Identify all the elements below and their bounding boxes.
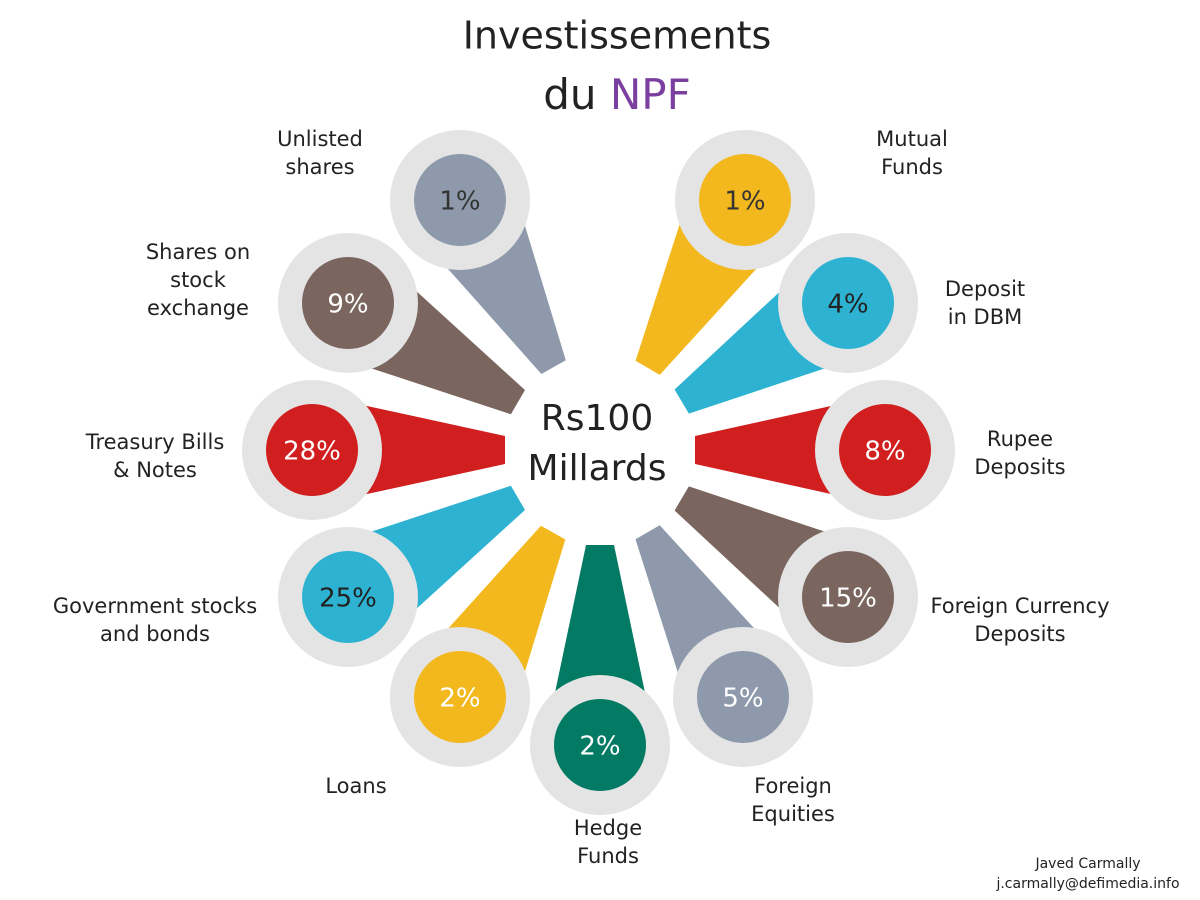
- node: [802, 257, 894, 349]
- category-label: Treasury Bills: [85, 430, 225, 454]
- category-label: Government stocks: [53, 594, 257, 618]
- category-label: exchange: [147, 296, 249, 320]
- category-label: Loans: [325, 774, 386, 798]
- category-label: Deposit: [945, 277, 1025, 301]
- node: [302, 257, 394, 349]
- value-label: 5%: [722, 684, 763, 714]
- node: [802, 551, 894, 643]
- node: [266, 404, 358, 496]
- title-line2: du NPF: [543, 70, 691, 119]
- category-label: & Notes: [113, 458, 197, 482]
- category-label: Shares on: [146, 240, 250, 264]
- value-label: 2%: [579, 732, 620, 762]
- value-label: 15%: [819, 584, 877, 614]
- category-label: stock: [170, 268, 227, 292]
- category-label: Deposits: [974, 455, 1065, 479]
- category-label: in DBM: [948, 305, 1023, 329]
- category-label: Foreign Currency: [930, 594, 1109, 618]
- category-label: Hedge: [574, 816, 642, 840]
- category-label: Funds: [577, 844, 639, 868]
- credit: Javed Carmally: [1034, 856, 1140, 872]
- category-label: Unlisted: [277, 127, 363, 151]
- value-label: 1%: [439, 187, 480, 217]
- category-label: Funds: [881, 155, 943, 179]
- value-label: 9%: [327, 290, 368, 320]
- node: [414, 154, 506, 246]
- node: [554, 699, 646, 791]
- value-label: 8%: [864, 437, 905, 467]
- value-label: 25%: [319, 584, 377, 614]
- category-label: Foreign: [754, 774, 832, 798]
- value-label: 2%: [439, 684, 480, 714]
- credit: j.carmally@defimedia.info: [995, 876, 1179, 892]
- title-line1: Investissements: [463, 14, 772, 58]
- value-label: 28%: [283, 437, 341, 467]
- node: [697, 651, 789, 743]
- nodes: 1% Unlisted shares 1% Mutual Funds 4% Deposit in…: [53, 127, 1110, 868]
- value-label: 1%: [724, 187, 765, 217]
- node: [414, 651, 506, 743]
- node: [302, 551, 394, 643]
- category-label: Equities: [751, 802, 835, 826]
- value-label: 4%: [827, 290, 868, 320]
- title-prefix: du: [543, 70, 596, 119]
- center-label: Millards: [528, 448, 667, 489]
- node: [699, 154, 791, 246]
- category-label: Mutual: [876, 127, 948, 151]
- title-highlight: NPF: [610, 70, 691, 119]
- category-label: Deposits: [974, 622, 1065, 646]
- node: [839, 404, 931, 496]
- category-label: shares: [285, 155, 354, 179]
- category-label: and bonds: [100, 622, 210, 646]
- category-label: Rupee: [987, 427, 1053, 451]
- center-label: Rs100: [541, 398, 653, 439]
